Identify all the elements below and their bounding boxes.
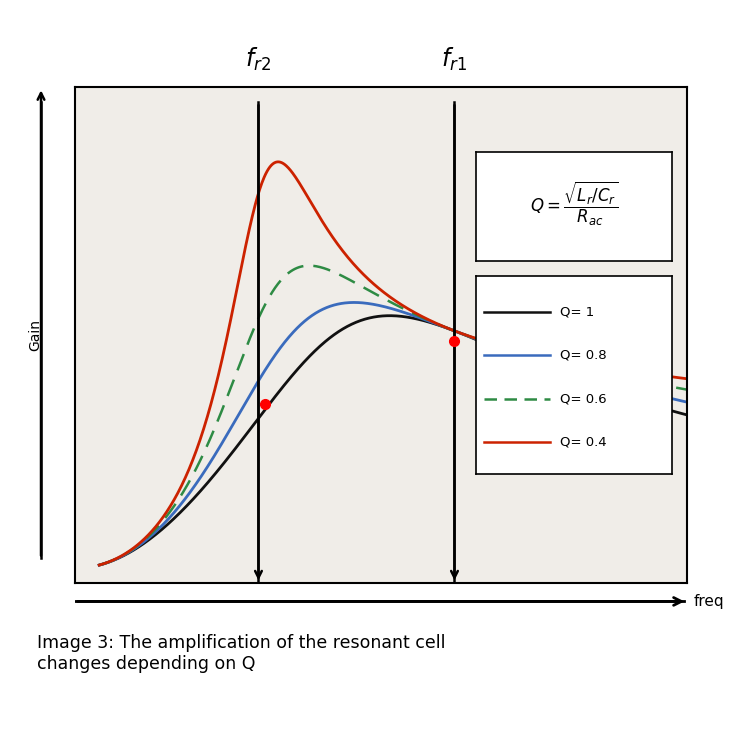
Text: $\mathit{f}_{r1}$: $\mathit{f}_{r1}$ bbox=[441, 45, 468, 73]
Text: freq: freq bbox=[693, 594, 724, 609]
Text: $\mathit{f}_{r2}$: $\mathit{f}_{r2}$ bbox=[246, 45, 271, 73]
Text: Gain: Gain bbox=[28, 319, 42, 351]
Text: Image 3: The amplification of the resonant cell
changes depending on Q: Image 3: The amplification of the resona… bbox=[37, 634, 446, 673]
